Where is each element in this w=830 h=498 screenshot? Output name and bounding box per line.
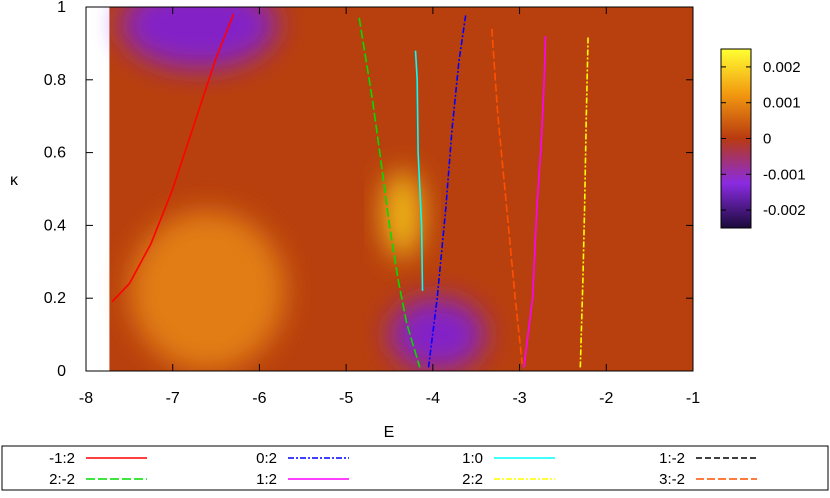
legend-box bbox=[1, 445, 829, 491]
x-tick-label: -4 bbox=[426, 390, 440, 407]
x-axis-label: E bbox=[384, 424, 395, 441]
x-tick-label: -1 bbox=[686, 390, 700, 407]
x-tick-label: -6 bbox=[252, 390, 266, 407]
y-tick-label: 0.8 bbox=[44, 72, 66, 89]
series-line-3 bbox=[523, 36, 547, 368]
x-tick-label: -8 bbox=[79, 390, 93, 407]
series-line-0 bbox=[111, 14, 235, 303]
colorbar-tick-label: 0 bbox=[763, 131, 771, 148]
legend-label: 1:0 bbox=[462, 450, 483, 467]
legend-label: 3:-2 bbox=[659, 471, 685, 488]
colorbar: 0.002 0.001 0 -0.001 -0.002 bbox=[720, 48, 806, 229]
series-line-5 bbox=[579, 36, 589, 368]
y-tick-label: 0 bbox=[57, 363, 66, 380]
y-axis-label: κ bbox=[10, 172, 19, 189]
legend-label: 0:2 bbox=[256, 450, 277, 467]
x-tick-label: -3 bbox=[512, 390, 526, 407]
colorbar-tick-label: 0.002 bbox=[763, 59, 801, 76]
legend: -1:2 0:2 1:0 1:-2 2:-2 1:2 2:2 3:-2 bbox=[1, 445, 829, 491]
legend-label: 1:2 bbox=[256, 471, 277, 488]
colorbar-tick-label: 0.001 bbox=[763, 95, 801, 112]
series-line-2 bbox=[427, 14, 467, 368]
y-tick-label: 0.4 bbox=[44, 217, 66, 234]
series-lines bbox=[111, 14, 589, 368]
heatmap-region-orange bbox=[129, 210, 286, 371]
x-tick-label: -7 bbox=[166, 390, 180, 407]
heatmap-region-yellow bbox=[383, 170, 422, 259]
y-tick-label: 0.2 bbox=[44, 290, 66, 307]
series-line-1 bbox=[358, 17, 421, 368]
colorbar-tick-label: -0.001 bbox=[763, 166, 806, 183]
plot-frame bbox=[85, 6, 694, 372]
legend-label: 2:2 bbox=[462, 471, 483, 488]
series-line-4 bbox=[414, 50, 424, 291]
series-line-7 bbox=[491, 28, 523, 364]
y-tick-label: 1 bbox=[57, 0, 66, 16]
heatmap-region-purple bbox=[120, 7, 277, 69]
colorbar-tick-label: -0.002 bbox=[763, 202, 806, 219]
x-axis-ticks: -8 -7 -6 -5 -4 -3 -2 -1 bbox=[79, 7, 700, 407]
x-tick-label: -2 bbox=[599, 390, 613, 407]
y-axis-ticks: 0 0.2 0.4 0.6 0.8 1 bbox=[44, 0, 693, 380]
heatmap-regions bbox=[120, 7, 485, 371]
x-tick-label: -5 bbox=[339, 390, 353, 407]
legend-label: 2:-2 bbox=[49, 471, 75, 488]
y-tick-label: 0.6 bbox=[44, 145, 66, 162]
legend-label: -1:2 bbox=[49, 450, 75, 467]
heatmap-region-purple bbox=[389, 298, 485, 371]
legend-label: 1:-2 bbox=[659, 450, 685, 467]
